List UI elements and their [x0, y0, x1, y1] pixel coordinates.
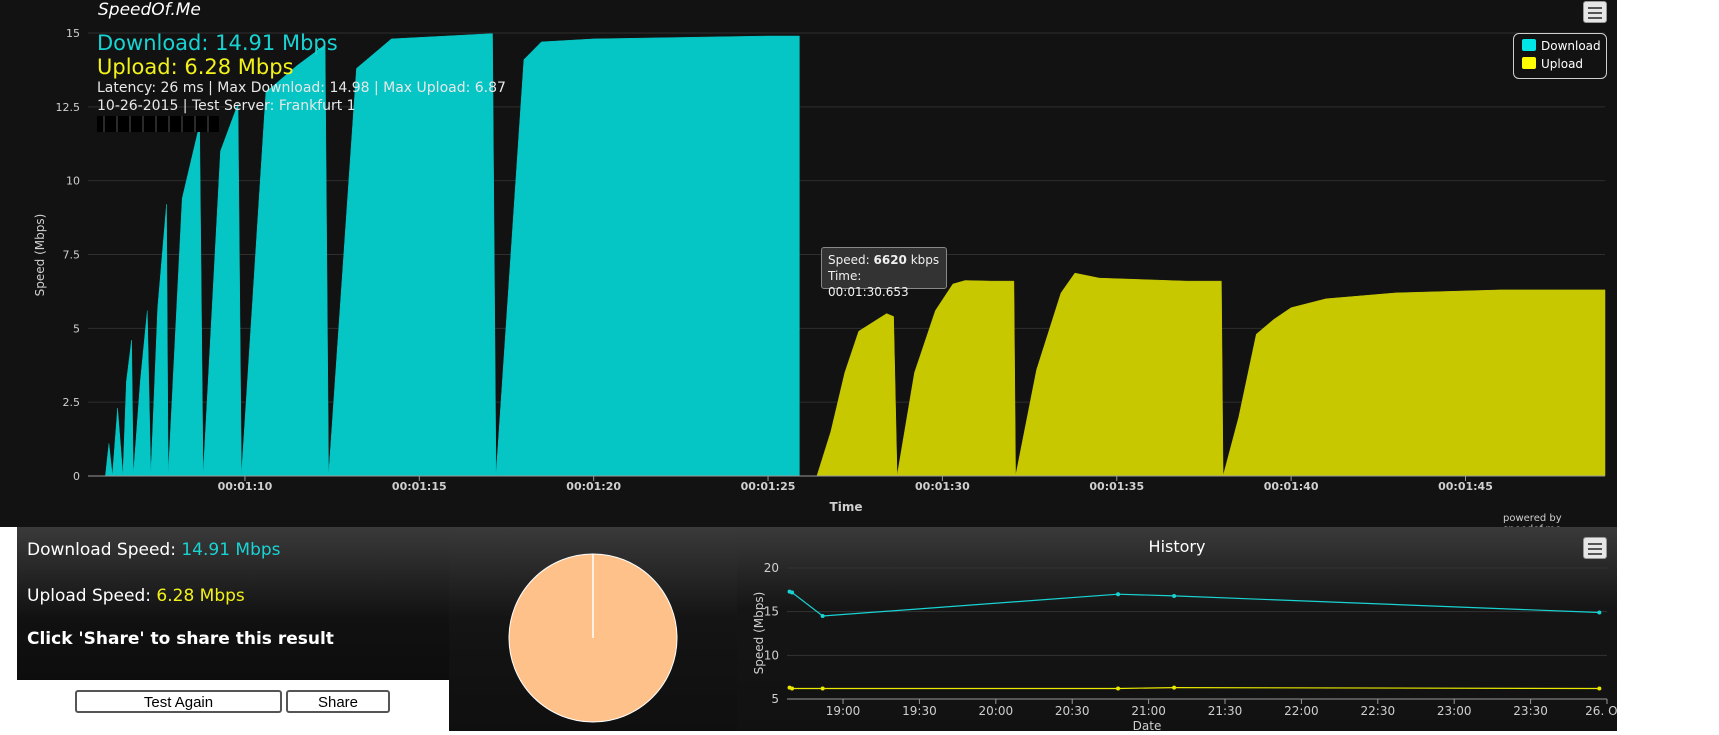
test-again-button[interactable]: Test Again [75, 690, 282, 713]
history-y-tick-label: 20 [764, 561, 779, 575]
download-speed-result: Download Speed: 14.91 Mbps [27, 540, 281, 560]
results-panel: Download Speed: 14.91 Mbps Upload Speed:… [17, 527, 449, 680]
x-tick-label: 00:01:10 [218, 480, 273, 493]
y-tick-label: 2.5 [63, 396, 81, 409]
history-y-tick-label: 5 [771, 692, 779, 706]
history-download-point [1597, 610, 1602, 615]
upload-summary: Upload: 6.28 Mbps [97, 55, 294, 79]
history-chart: 5 10 15 20 19:00 19:30 20:00 20:30 21:00 21:30 22:… [752, 561, 1617, 731]
pie-panel [449, 527, 737, 731]
history-x-tick-label: 19:00 [826, 704, 861, 718]
download-area-series [105, 33, 800, 477]
history-x-tick-label: 22:30 [1361, 704, 1396, 718]
history-x-tick-label: 21:30 [1208, 704, 1243, 718]
share-button[interactable]: Share [286, 690, 390, 713]
history-x-tick-label: 20:30 [1055, 704, 1090, 718]
history-menu-button[interactable] [1583, 537, 1607, 559]
x-axis-title: Time [830, 500, 863, 514]
history-download-point [1116, 592, 1121, 597]
x-tick-label: 00:01:25 [741, 480, 796, 493]
legend-swatch-download [1522, 39, 1536, 51]
history-download-line [789, 591, 1600, 617]
upload-area-series [816, 272, 1606, 477]
chart-legend: Download Upload [1513, 33, 1607, 79]
y-tick-label: 15 [66, 27, 80, 40]
x-tick-label: 00:01:15 [392, 480, 447, 493]
history-y-tick-label: 15 [764, 605, 779, 619]
history-x-tick-label: 26. Oct [1585, 704, 1617, 718]
history-title: History [1148, 537, 1206, 556]
history-upload-line [789, 686, 1600, 690]
x-tick-label: 00:01:45 [1438, 480, 1493, 493]
history-download-point [790, 590, 795, 595]
history-x-axis-title: Date [1133, 719, 1162, 731]
x-tick-label: 00:01:20 [566, 480, 621, 493]
speed-chart: 0 2.5 5 7.5 10 12.5 15 00:01:10 00:01:15 00:01:20… [33, 27, 1606, 514]
legend-item-upload[interactable]: Upload [1522, 57, 1583, 71]
redacted-text [97, 116, 219, 132]
history-x-tick-label: 23:30 [1513, 704, 1548, 718]
history-x-tick-label: 21:00 [1131, 704, 1166, 718]
history-x-tick-label: 20:00 [979, 704, 1014, 718]
latency-stats: Latency: 26 ms | Max Download: 14.98 | M… [97, 80, 506, 96]
y-tick-label: 0 [73, 470, 80, 483]
history-y-axis-title: Speed (Mbps) [752, 592, 766, 675]
history-upload-point [820, 686, 825, 691]
download-summary: Download: 14.91 Mbps [97, 31, 338, 55]
y-tick-label: 7.5 [63, 249, 81, 262]
y-tick-label: 10 [66, 175, 80, 188]
history-x-tick-label: 23:00 [1437, 704, 1472, 718]
history-panel: History 5 10 15 20 19:00 19:30 20:00 20:30 21:00… [737, 527, 1617, 731]
pie-chart [508, 553, 678, 723]
y-tick-label: 12.5 [56, 101, 81, 114]
share-hint: Click 'Share' to share this result [27, 629, 334, 649]
x-tick-label: 00:01:30 [915, 480, 970, 493]
tooltip-speed: Speed: 6620 kbps [828, 253, 940, 267]
tooltip-time: Time: 00:01:30.653 [828, 269, 909, 299]
upload-speed-result: Upload Speed: 6.28 Mbps [27, 586, 245, 606]
history-x-tick-label: 22:00 [1284, 704, 1319, 718]
history-upload-point [790, 686, 795, 691]
history-upload-point [1597, 686, 1602, 691]
legend-item-download[interactable]: Download [1522, 39, 1601, 53]
y-tick-label: 5 [73, 322, 80, 335]
history-x-tick-label: 19:30 [902, 704, 937, 718]
brand-logo: SpeedOf.Me [98, 0, 201, 20]
history-download-point [820, 614, 825, 619]
chart-tooltip: Speed: 6620 kbps Time: 00:01:30.653 [821, 247, 947, 299]
history-download-point [1172, 593, 1177, 598]
history-y-tick-label: 10 [764, 648, 779, 662]
x-tick-label: 00:01:40 [1264, 480, 1319, 493]
legend-swatch-upload [1522, 57, 1536, 69]
y-axis-title: Speed (Mbps) [33, 214, 47, 297]
speed-chart-panel: 0 2.5 5 7.5 10 12.5 15 00:01:10 00:01:15 00:01:20… [0, 0, 1617, 535]
chart-menu-button[interactable] [1583, 1, 1607, 23]
date-server: 10-26-2015 | Test Server: Frankfurt 1 [97, 98, 356, 114]
x-tick-label: 00:01:35 [1089, 480, 1144, 493]
history-upload-point [1116, 686, 1121, 691]
history-upload-point [1172, 685, 1177, 690]
page-margin [1617, 0, 1719, 731]
